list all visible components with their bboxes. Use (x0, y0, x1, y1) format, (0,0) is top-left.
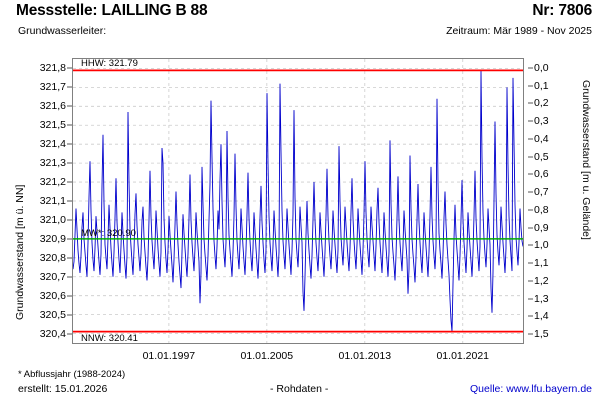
y-tick-label-right: 1,1 (534, 257, 549, 270)
groundwater-level-series (73, 70, 523, 332)
y-axis-right-ticks: 0,0 0,1 0,2 0,3 0,4 0,5 0,6 0,7 0,8 0,9 1,0 1,1 1,2 1… (528, 58, 574, 344)
y-tick-label-left: 320,8 (39, 251, 66, 264)
footer-created-date: erstellt: 15.01.2026 (18, 383, 108, 395)
x-tick-label: 01.01.2005 (240, 350, 294, 362)
y-tick-label-left: 321,1 (39, 195, 66, 207)
y-tick-mark-left (67, 124, 72, 126)
x-tick-label: 01.01.2021 (436, 350, 490, 362)
y-tick-label-left: 320,7 (39, 270, 66, 283)
footer-source-link[interactable]: Quelle: www.lfu.bayern.de (470, 383, 592, 395)
y-tick-mark-right (528, 280, 533, 282)
y-tick-mark-right (528, 262, 533, 264)
y-tick-label-left: 320,4 (39, 327, 66, 340)
y-tick-label-right: 1,2 (534, 274, 549, 287)
y-tick-label-left: 321,7 (39, 81, 66, 94)
y-tick-mark-left (67, 181, 72, 183)
y-tick-label-left: 321,0 (39, 213, 66, 226)
nnw-annotation: NNW: 320.41 (81, 332, 138, 344)
y-tick-mark-left (67, 105, 72, 107)
y-tick-mark-right (528, 85, 533, 87)
footer-note: * Abflussjahr (1988-2024) (18, 369, 126, 380)
y-tick-mark-right (528, 173, 533, 175)
y-tick-mark-right (528, 227, 533, 229)
y-tick-mark-right (528, 209, 533, 211)
y-tick-mark-left (67, 219, 72, 221)
y-tick-label-right: 1,5 (534, 328, 549, 341)
y-tick-label-left: 320,9 (39, 232, 66, 245)
y-tick-label-right: 0,2 (534, 97, 549, 110)
page-title: Messstelle: LAILLING B 88 (16, 2, 208, 19)
y-tick-label-right: 1,3 (534, 292, 549, 305)
chart-plot-area: HHW: 321.79 MW*: 320.90 NNW: 320.41 (72, 58, 524, 344)
x-tick-label: 01.01.1997 (142, 350, 196, 362)
y-tick-mark-left (67, 143, 72, 145)
y-tick-label-right: 0,9 (534, 221, 549, 234)
reference-lines (73, 69, 523, 333)
hhw-annotation: HHW: 321.79 (81, 58, 138, 70)
y-tick-mark-left (67, 257, 72, 259)
y-tick-mark-right (528, 244, 533, 246)
vertical-gridlines (168, 59, 464, 343)
y-tick-mark-right (528, 102, 533, 104)
y-tick-mark-right (528, 191, 533, 193)
horizontal-gridlines (73, 68, 523, 334)
y-tick-label-left: 321,3 (39, 157, 66, 170)
y-tick-label-right: 0,7 (534, 186, 549, 199)
y-tick-mark-right (528, 298, 533, 300)
y-tick-mark-left (67, 314, 72, 316)
y-tick-label-left: 321,5 (39, 119, 66, 132)
y-tick-mark-right (528, 120, 533, 122)
y-tick-label-right: 0,4 (534, 132, 549, 145)
y-tick-label-right: 1,4 (534, 310, 549, 323)
y-tick-mark-right (528, 333, 533, 335)
aquifer-label: Grundwasserleiter: (18, 25, 107, 37)
y-tick-label-right: 0,5 (534, 150, 549, 163)
groundwater-time-series-chart (73, 59, 523, 343)
y-tick-mark-right (528, 138, 533, 140)
y-tick-label-right: 0,1 (534, 79, 549, 92)
y-tick-label-right: 0,3 (534, 115, 549, 128)
y-axis-left-ticks: 320,4 320,5 320,6 320,7 320,8 320,9 321,0 321,1… (22, 58, 72, 344)
y-tick-label-left: 320,5 (39, 308, 66, 321)
y-tick-label-left: 321,4 (39, 138, 66, 151)
y-tick-mark-right (528, 156, 533, 158)
station-number: Nr: 7806 (532, 2, 592, 19)
x-tick-label: 01.01.2013 (338, 350, 392, 362)
y-axis-right-title: Grundwasserstand [m u. Gelände] (580, 80, 592, 240)
y-tick-label-left: 321,8 (39, 62, 66, 75)
y-tick-label-right: 0,8 (534, 203, 549, 216)
y-tick-mark-left (67, 67, 72, 69)
y-tick-label-left: 320,6 (39, 289, 66, 302)
mw-annotation: MW*: 320.90 (81, 227, 136, 239)
y-tick-mark-right (528, 67, 533, 69)
y-tick-mark-left (67, 276, 72, 278)
y-tick-label-left: 321,6 (39, 100, 66, 113)
time-period-label: Zeitraum: Mär 1989 - Nov 2025 (446, 25, 592, 37)
y-tick-label-left: 321,2 (39, 176, 66, 189)
footer-data-type: - Rohdaten - (270, 383, 329, 395)
y-tick-mark-left (67, 86, 72, 88)
y-tick-mark-left (67, 238, 72, 240)
y-tick-mark-left (67, 200, 72, 202)
y-tick-label-right: 0,6 (534, 168, 549, 181)
y-tick-label-right: 1,0 (534, 239, 549, 252)
y-tick-mark-right (528, 315, 533, 317)
y-tick-mark-left (67, 295, 72, 297)
y-tick-label-right: 0,0 (534, 61, 549, 74)
y-tick-mark-left (67, 162, 72, 164)
y-tick-mark-left (67, 333, 72, 335)
